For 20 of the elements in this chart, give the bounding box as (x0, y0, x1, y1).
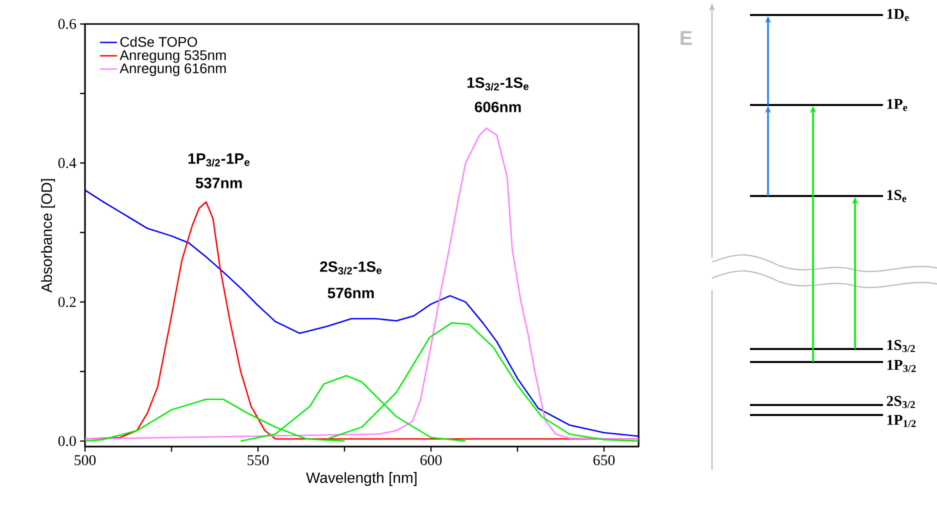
x-tick-label: 550 (248, 455, 269, 466)
annotation: 606nm (474, 102, 521, 112)
x-tick-label: 650 (593, 455, 615, 466)
legend-label: Anregung 535nm (120, 50, 226, 63)
annotation: 576nm (328, 288, 374, 298)
x-axis-title: Wavelength [nm] (306, 472, 416, 486)
legend-label: Anregung 616nm (120, 63, 226, 76)
y-tick-label: 0.0 (58, 436, 76, 446)
x-tick-label: 500 (74, 455, 96, 466)
annotation: 2S$_{3/2}$-1S$_{e}$ (320, 261, 382, 275)
y-tick-label: 0.4 (58, 158, 76, 168)
y-tick-label: 0.6 (58, 18, 76, 30)
text: E (680, 31, 692, 45)
annotation: 537nm (196, 178, 242, 188)
annotation: 1S$_{3/2}$-1S$_{e}$ (468, 77, 529, 91)
y-tick-label: 0.2 (58, 296, 76, 308)
annotation: 1P$_{3/2}$-1P$_{e}$ (188, 153, 250, 167)
y-axis-title: Absorbance [OD] (41, 179, 55, 293)
x-tick-label: 600 (420, 455, 442, 466)
legend-label: CdSe TOPO (120, 36, 198, 47)
